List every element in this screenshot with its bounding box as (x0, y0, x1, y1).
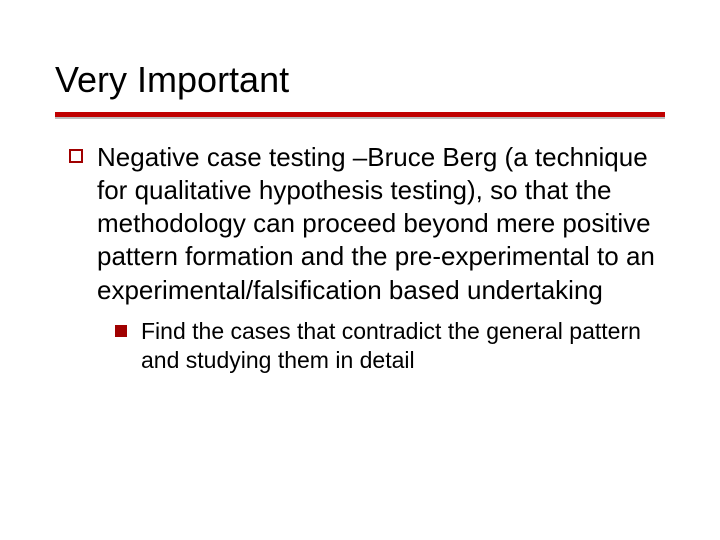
slide-body: Negative case testing –Bruce Berg (a tec… (55, 141, 665, 376)
title-rule (55, 112, 665, 119)
slide-title: Very Important (55, 60, 665, 106)
title-rule-shadow (55, 117, 665, 119)
bullet-level2-text: Find the cases that contradict the gener… (141, 317, 665, 376)
hollow-square-icon (69, 149, 83, 163)
solid-square-icon (115, 325, 127, 337)
bullet-level1-text: Negative case testing –Bruce Berg (a tec… (97, 141, 665, 307)
bullet-level2: Find the cases that contradict the gener… (115, 317, 665, 376)
slide: Very Important Negative case testing –Br… (0, 0, 720, 540)
bullet-level1: Negative case testing –Bruce Berg (a tec… (69, 141, 665, 307)
